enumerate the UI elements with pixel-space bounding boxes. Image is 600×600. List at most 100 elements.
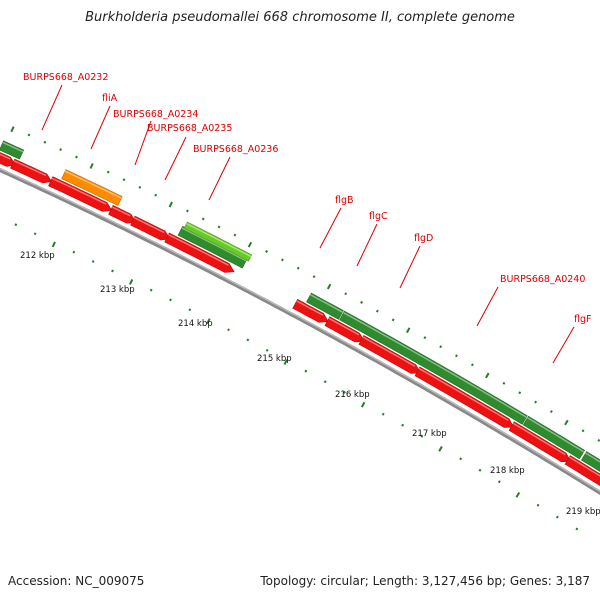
- callout-line-1: [90, 105, 111, 150]
- outer-tick-32: [518, 391, 522, 395]
- outer-tick-34: [549, 410, 553, 414]
- scale-label: 219 kbp: [566, 507, 600, 517]
- inner-tick-20: [360, 401, 366, 408]
- reverse-gene-0-shine: [0, 153, 11, 160]
- gene-features: [0, 140, 600, 486]
- callout-line-3: [164, 136, 187, 181]
- highlight-gene-A0236: [183, 221, 253, 262]
- forward-gene-3-shine: [343, 312, 527, 418]
- outer-tick-6: [106, 170, 110, 174]
- inner-tick-9: [149, 288, 153, 292]
- inner-tick-31: [575, 527, 579, 531]
- inner-tick-11: [188, 308, 192, 312]
- reverse-gene-10: [508, 421, 572, 463]
- callout-line-8: [476, 286, 499, 327]
- scale-label: 215 kbp: [257, 354, 292, 364]
- fliA-gene-shine: [64, 170, 122, 199]
- inner-tick-28: [515, 491, 521, 498]
- outer-tick-11: [186, 209, 189, 213]
- outer-tick-23: [375, 309, 379, 313]
- outer-tick-marks: [10, 126, 600, 442]
- reverse-gene-3: [108, 205, 137, 224]
- gene-label: BURPS668_A0236: [193, 144, 278, 155]
- gene-label: BURPS668_A0234: [113, 109, 198, 120]
- inner-tick-5: [72, 250, 76, 254]
- highlight-gene-A0236-shine: [186, 222, 252, 258]
- forward-gene-0: [0, 140, 25, 160]
- inner-tick-10: [169, 298, 172, 302]
- reverse-gene-11-shine: [569, 456, 600, 477]
- outer-tick-17: [281, 258, 284, 262]
- reverse-gene-2: [48, 176, 113, 212]
- inner-tick-25: [459, 457, 463, 461]
- inner-tick-marks: [14, 223, 579, 531]
- outer-tick-15: [247, 241, 253, 248]
- outer-tick-0: [10, 126, 15, 133]
- inner-tick-7: [111, 269, 114, 273]
- inner-tick-18: [323, 380, 327, 384]
- outer-tick-31: [502, 381, 506, 385]
- outer-tick-3: [59, 148, 63, 152]
- gene-label: flgD: [414, 233, 433, 244]
- gene-label: BURPS668_A0232: [23, 72, 108, 83]
- outer-tick-1: [27, 133, 31, 137]
- outer-tick-24: [391, 318, 395, 322]
- callout-line-9: [552, 326, 575, 364]
- gene-label: fliA: [102, 93, 118, 104]
- reverse-gene-4: [130, 215, 171, 241]
- inner-tick-13: [227, 328, 230, 332]
- callout-line-5: [319, 207, 342, 249]
- outer-tick-19: [312, 275, 316, 279]
- reverse-gene-7: [324, 316, 365, 343]
- callout-line-6: [356, 223, 378, 267]
- outer-tick-21: [344, 292, 348, 296]
- reverse-gene-9-shine: [418, 367, 509, 422]
- outer-tick-9: [154, 193, 158, 197]
- reverse-gene-10-shine: [512, 422, 566, 456]
- callout-line-2: [134, 120, 152, 166]
- scale-labels: 212 kbp 213 kbp 214 kbp 215 kbp 216 kbp 217 k…: [20, 251, 600, 517]
- reverse-gene-1-shine: [13, 160, 47, 177]
- reverse-gene-3-shine: [111, 206, 131, 217]
- forward-gene-4: [522, 415, 586, 460]
- callout-line-7: [399, 245, 421, 289]
- inner-tick-6: [91, 260, 95, 263]
- inner-tick-4: [51, 241, 56, 248]
- inner-tick-24: [438, 445, 443, 452]
- scale-label: 212 kbp: [20, 251, 55, 261]
- outer-tick-20: [326, 283, 332, 290]
- outer-tick-4: [75, 155, 78, 159]
- backbone-highlight: [0, 168, 600, 493]
- inner-tick-23: [420, 434, 424, 438]
- outer-tick-28: [455, 354, 458, 358]
- scale-label: 217 kbp: [412, 429, 447, 439]
- callout-line-0: [41, 84, 63, 131]
- outer-tick-7: [122, 178, 126, 182]
- outer-tick-25: [406, 327, 411, 334]
- inner-tick-2: [14, 223, 18, 227]
- callout-line-4: [208, 156, 231, 201]
- scale-label: 214 kbp: [178, 319, 213, 329]
- scale-label: 213 kbp: [100, 285, 135, 295]
- outer-tick-26: [423, 336, 427, 340]
- outer-tick-33: [534, 400, 538, 404]
- chromosome-backbone: [0, 167, 600, 496]
- inner-tick-29: [536, 503, 540, 507]
- reverse-gene-6: [292, 298, 329, 323]
- reverse-gene-6-shine: [296, 300, 324, 316]
- outer-tick-37: [597, 438, 600, 442]
- scale-label: 218 kbp: [490, 466, 525, 476]
- inner-tick-26: [478, 468, 482, 472]
- forward-gene-3: [339, 310, 528, 425]
- forward-gene-5-shine: [585, 452, 600, 463]
- reverse-gene-9: [414, 366, 515, 428]
- inner-tick-12: [206, 318, 211, 325]
- outer-tick-12: [201, 217, 205, 221]
- reverse-gene-8: [358, 335, 421, 374]
- outer-tick-35: [564, 419, 569, 426]
- accession-label: Accession: NC_009075: [8, 574, 145, 588]
- outer-tick-8: [138, 185, 142, 189]
- backbone-line: [0, 167, 600, 496]
- reverse-gene-11: [564, 455, 600, 486]
